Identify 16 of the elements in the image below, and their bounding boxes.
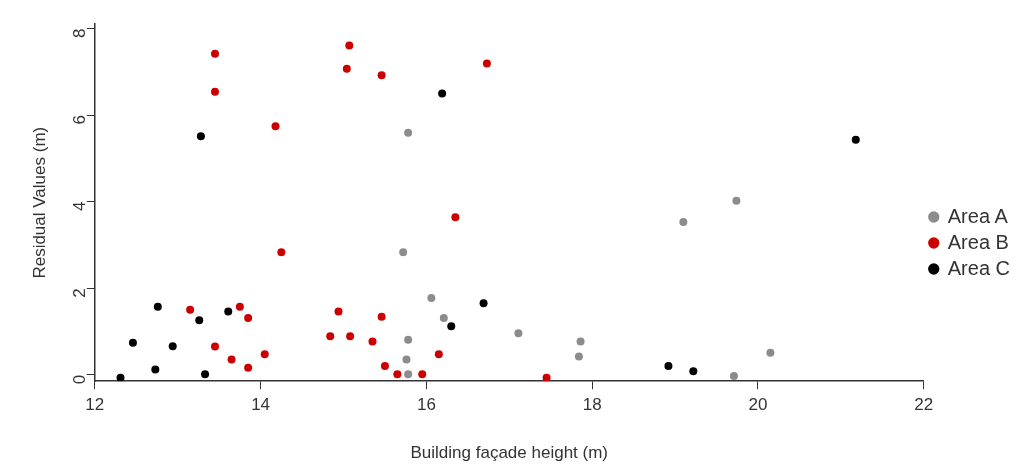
y-tick-label: 4 (70, 201, 90, 212)
y-axis-title: Residual Values (m) (29, 126, 49, 279)
x-axis-title: Building façade height (m) (410, 443, 609, 463)
x-tick-label: 12 (85, 395, 105, 415)
y-tick-label: 6 (70, 115, 90, 125)
y-tick-label: 2 (70, 288, 90, 298)
y-tick-label: 8 (70, 28, 90, 38)
x-tick-label: 16 (416, 395, 436, 415)
legend-label: Area A (947, 204, 1009, 227)
x-tick-label: 14 (251, 395, 271, 415)
legend-label: Area B (947, 230, 1009, 253)
legend-label: Area C (947, 256, 1010, 279)
x-tick-label: 20 (748, 395, 768, 415)
x-tick-label: 18 (582, 395, 602, 415)
x-tick-label: 22 (914, 395, 934, 415)
y-tick-label: 0 (70, 374, 90, 385)
